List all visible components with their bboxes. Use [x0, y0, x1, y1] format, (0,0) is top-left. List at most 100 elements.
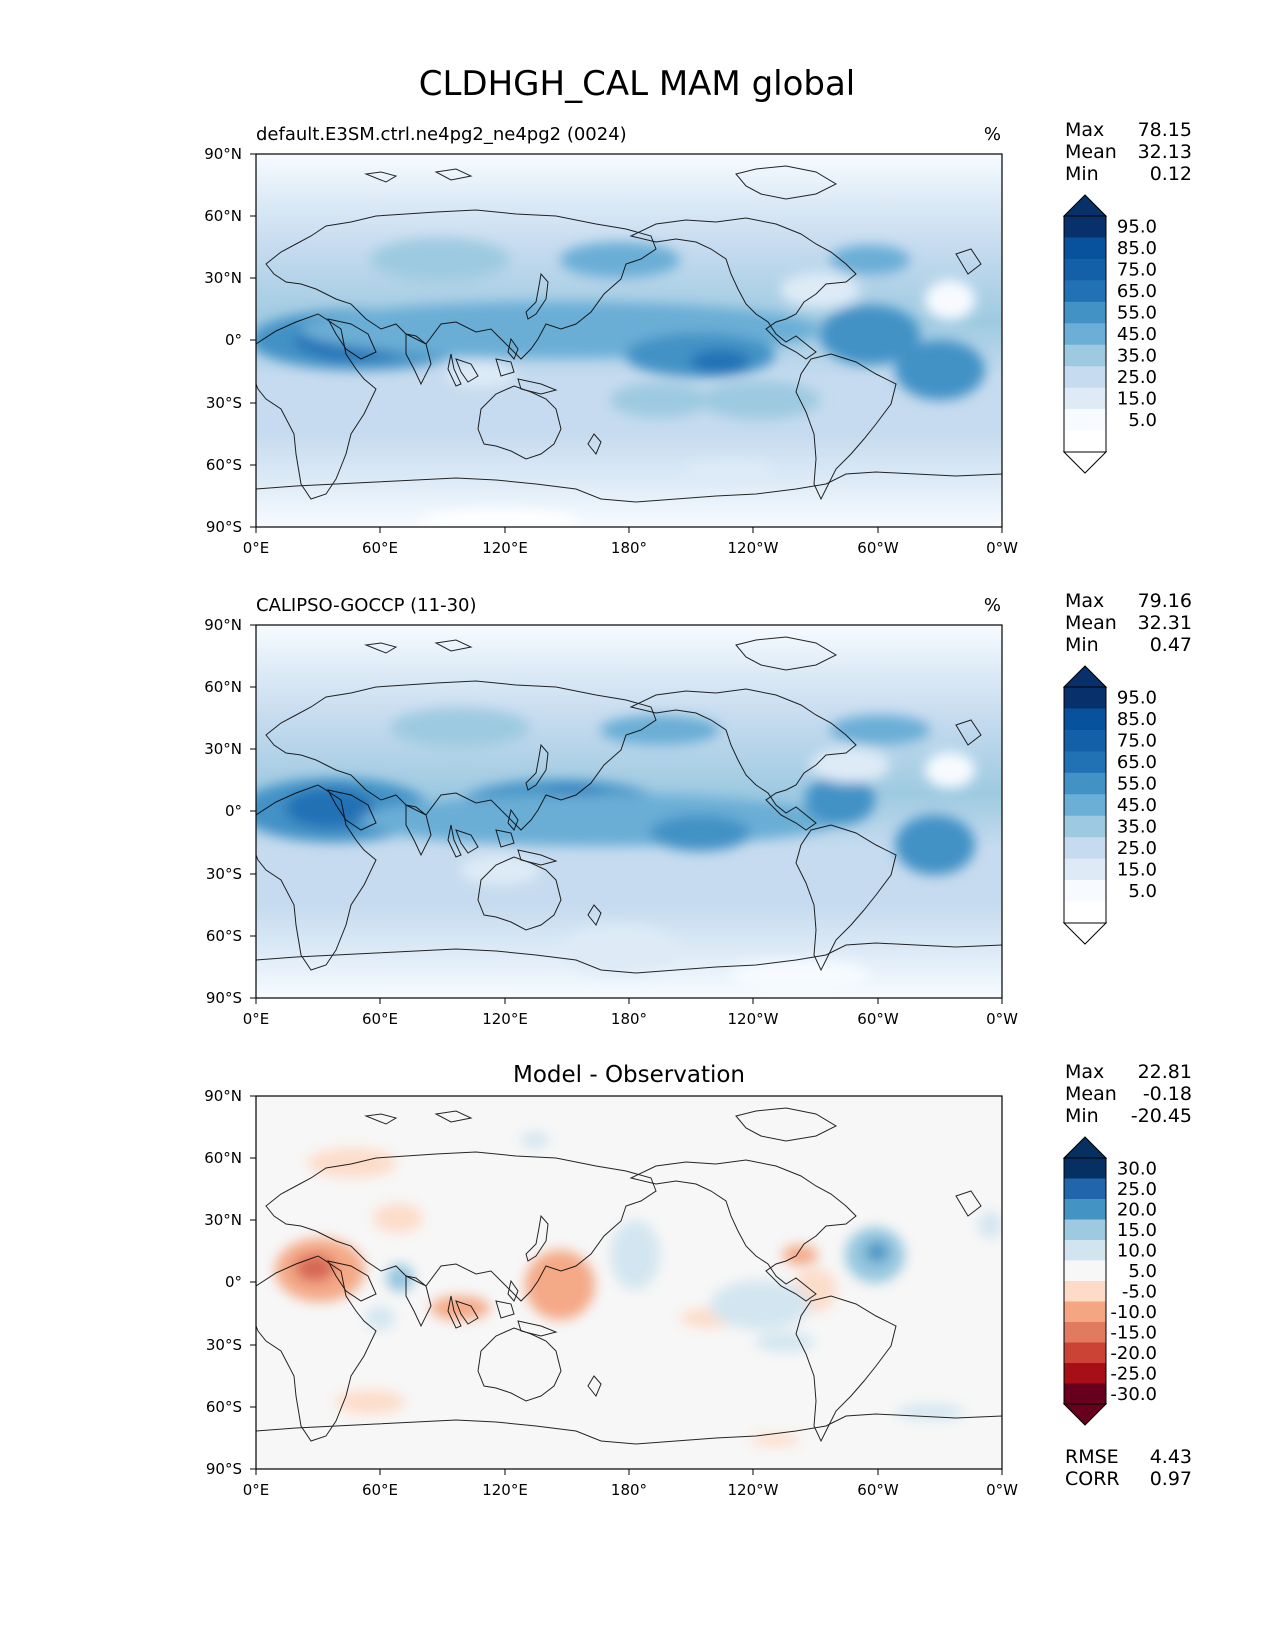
y-tick-label: 30°S	[206, 1336, 242, 1354]
stat-value: 22.81	[1138, 1061, 1192, 1083]
colorbar-swatch	[1064, 366, 1106, 389]
colorbar-swatch	[1064, 880, 1106, 903]
colorbar-label: 30.0	[1117, 1158, 1157, 1179]
colorbar-label: 25.0	[1117, 1179, 1157, 1200]
colorbar-label: 5.0	[1128, 1261, 1157, 1282]
panel-test-x-axis: 0°E 60°E 120°E 180° 120°W 60°W 0°W	[243, 527, 1018, 557]
stat-label: Max	[1065, 119, 1104, 141]
colorbar-swatch	[1064, 344, 1106, 367]
panel-diff-colorbar: 30.025.020.015.010.05.0-5.0-10.0-15.0-20…	[1062, 1136, 1157, 1426]
x-tick-label: 180°	[611, 539, 647, 557]
x-tick-label: 120°W	[728, 1481, 779, 1499]
colorbar-swatch	[1064, 280, 1106, 303]
y-tick-label: 30°N	[204, 1211, 242, 1229]
colorbar-swatch	[1064, 1199, 1106, 1220]
panel-test-title: default.E3SM.ctrl.ne4pg2_ne4pg2 (0024)	[256, 124, 627, 145]
y-tick-label: 0°	[225, 1273, 242, 1291]
colorbar-label: -25.0	[1110, 1363, 1157, 1384]
panel-reference-title: CALIPSO-GOCCP (11-30)	[256, 595, 477, 616]
x-tick-label: 120°W	[728, 1010, 779, 1028]
colorbar-label: 15.0	[1117, 388, 1157, 409]
panel-diff-footer: RMSE 4.43 CORR 0.97	[1065, 1446, 1192, 1490]
x-tick-label: 60°E	[362, 539, 398, 557]
colorbar-swatch	[1064, 387, 1106, 410]
x-tick-label: 120°W	[728, 539, 779, 557]
y-tick-label: 60°N	[204, 1149, 242, 1167]
colorbar-label: 55.0	[1117, 774, 1157, 795]
x-tick-label: 180°	[611, 1010, 647, 1028]
stat-value: 78.15	[1138, 119, 1192, 141]
colorbar-swatch	[1064, 1383, 1106, 1405]
y-tick-label: 90°S	[206, 518, 242, 536]
panel-reference: CALIPSO-GOCCP (11-30) %	[204, 590, 1192, 1028]
stat-value: -20.45	[1131, 1105, 1192, 1127]
y-tick-label: 0°	[225, 802, 242, 820]
colorbar-label: 15.0	[1117, 1220, 1157, 1241]
panel-test-units: %	[984, 124, 1001, 145]
stat-label: Min	[1065, 634, 1099, 656]
y-tick-label: 90°N	[204, 616, 242, 634]
x-tick-label: 60°W	[857, 539, 899, 557]
y-tick-label: 30°S	[206, 865, 242, 883]
colorbar-label: 85.0	[1117, 238, 1157, 259]
x-tick-label: 0°W	[986, 1481, 1018, 1499]
panel-diff-x-axis: 0°E 60°E 120°E 180° 120°W 60°W 0°W	[243, 1469, 1018, 1499]
colorbar-swatch	[1064, 323, 1106, 346]
panel-test-stats: Max 78.15 Mean 32.13 Min 0.12	[1065, 119, 1192, 185]
x-tick-label: 60°E	[362, 1481, 398, 1499]
x-tick-label: 0°W	[986, 539, 1018, 557]
x-tick-label: 60°E	[362, 1010, 398, 1028]
colorbar-swatch	[1064, 1219, 1106, 1241]
colorbar-swatch	[1064, 708, 1106, 731]
stat-label: Min	[1065, 1105, 1099, 1127]
x-tick-label: 60°W	[857, 1010, 899, 1028]
colorbar-label: 45.0	[1117, 324, 1157, 345]
colorbar-swatch	[1064, 837, 1106, 860]
panel-test-y-axis: 90°N 60°N 30°N 0° 30°S 60°S 90°S	[204, 145, 256, 536]
stat-label: Mean	[1065, 1083, 1117, 1105]
colorbar-label: 95.0	[1117, 217, 1157, 238]
colorbar-swatch	[1064, 858, 1106, 881]
x-tick-label: 0°E	[243, 1481, 270, 1499]
colorbar-label: -15.0	[1110, 1322, 1157, 1343]
colorbar-label: 35.0	[1117, 816, 1157, 837]
x-tick-label: 120°E	[482, 1010, 528, 1028]
x-tick-label: 180°	[611, 1481, 647, 1499]
colorbar-label: -5.0	[1122, 1281, 1157, 1302]
panel-reference-colorbar: 95.085.075.065.055.045.035.025.015.05.0	[1062, 665, 1157, 945]
x-tick-label: 60°W	[857, 1481, 899, 1499]
y-tick-label: 60°S	[206, 1398, 242, 1416]
x-tick-label: 120°E	[482, 539, 528, 557]
colorbar-swatch	[1064, 794, 1106, 817]
y-tick-label: 30°N	[204, 740, 242, 758]
colorbar-swatch	[1064, 430, 1106, 453]
colorbar-swatch	[1064, 901, 1106, 924]
colorbar-swatch	[1064, 1301, 1106, 1323]
y-tick-label: 90°S	[206, 1460, 242, 1478]
panel-reference-map	[256, 625, 1002, 998]
colorbar-label: -10.0	[1110, 1302, 1157, 1323]
stat-value: 79.16	[1138, 590, 1192, 612]
y-tick-label: 0°	[225, 331, 242, 349]
y-tick-label: 60°N	[204, 678, 242, 696]
figure-title: CLDHGH_CAL MAM global	[419, 64, 856, 104]
stat-value: 32.13	[1138, 141, 1192, 163]
colorbar-label: -30.0	[1110, 1384, 1157, 1405]
y-tick-label: 30°S	[206, 394, 242, 412]
panel-diff-map	[256, 1096, 1002, 1469]
colorbar-label: 85.0	[1117, 709, 1157, 730]
panel-reference-stats: Max 79.16 Mean 32.31 Min 0.47	[1065, 590, 1192, 656]
y-tick-label: 60°S	[206, 927, 242, 945]
stat-label: Min	[1065, 163, 1099, 185]
x-tick-label: 0°E	[243, 1010, 270, 1028]
stat-value: 32.31	[1138, 612, 1192, 634]
y-tick-label: 90°N	[204, 145, 242, 163]
colorbar-swatch	[1064, 216, 1106, 238]
panel-diff-title: Model - Observation	[513, 1062, 745, 1088]
panel-test-colorbar: 95.085.075.065.055.045.035.025.015.05.0	[1062, 194, 1157, 474]
stat-label: Mean	[1065, 612, 1117, 634]
panel-reference-units: %	[984, 595, 1001, 616]
colorbar-label: 55.0	[1117, 303, 1157, 324]
colorbar-label: 15.0	[1117, 859, 1157, 880]
